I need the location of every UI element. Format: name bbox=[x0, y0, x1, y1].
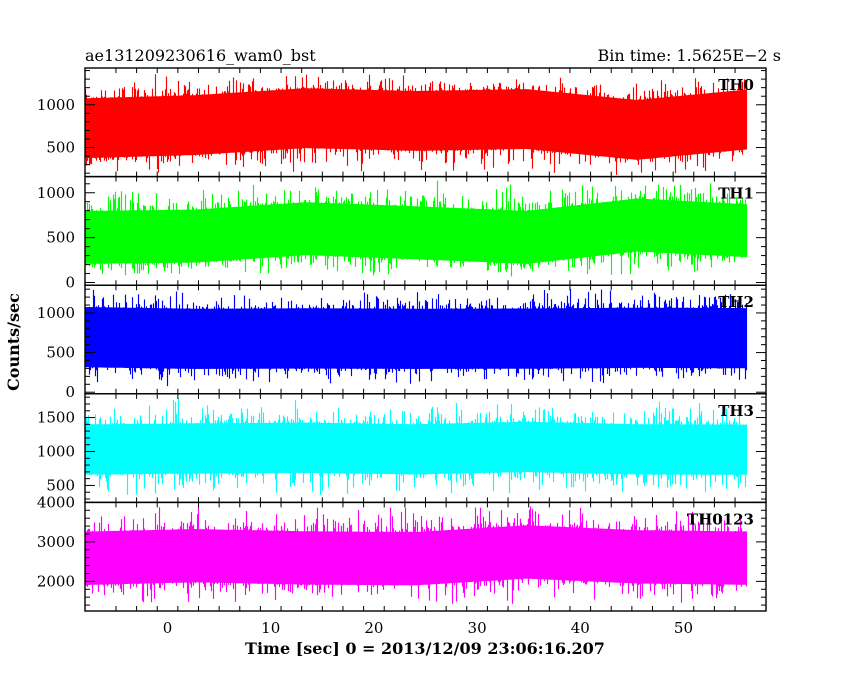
x-tick-label: 10 bbox=[261, 619, 280, 637]
y-tick-label: 3000 bbox=[37, 533, 75, 551]
series-line-th2 bbox=[85, 288, 748, 387]
panel-th0123: 2000 3000 4000 TH0123 bbox=[37, 493, 767, 612]
y-tick-label: 4000 bbox=[37, 493, 75, 511]
y-tick-label: 1000 bbox=[37, 304, 75, 322]
chart-title-left: ae131209230616_wam0_bst bbox=[85, 46, 316, 65]
panel-th1: 0 500 1000 TH1 bbox=[37, 175, 767, 292]
panel-th3: 500 1000 1500 TH3 bbox=[37, 393, 767, 504]
panel-stack: 500 1000 TH0 0 500 1000 TH1 0 500 1000 TH2 500 1000 1… bbox=[37, 67, 767, 612]
y-tick-label: 1000 bbox=[37, 442, 75, 460]
x-tick-label: 20 bbox=[364, 619, 383, 637]
y-axis-title: Counts/sec bbox=[4, 293, 23, 391]
series-line-th0123 bbox=[85, 506, 748, 604]
y-tick-label: 1500 bbox=[37, 409, 75, 427]
y-tick-label: 500 bbox=[46, 139, 75, 157]
y-tick-label: 0 bbox=[65, 383, 75, 401]
panel-label-th1: TH1 bbox=[718, 185, 754, 203]
y-tick-label: 1000 bbox=[37, 96, 75, 114]
y-tick-label: 500 bbox=[46, 229, 75, 247]
series-line-th3 bbox=[85, 398, 748, 496]
x-axis: 0 10 20 30 40 50 bbox=[163, 619, 693, 637]
panel-label-th0123: TH0123 bbox=[687, 510, 754, 528]
y-tick-label: 2000 bbox=[37, 572, 75, 590]
series-line-th1 bbox=[85, 180, 748, 277]
y-tick-label: 1000 bbox=[37, 184, 75, 202]
x-tick-label: 40 bbox=[571, 619, 590, 637]
x-tick-label: 30 bbox=[468, 619, 487, 637]
panel-th2: 0 500 1000 TH2 bbox=[37, 284, 767, 401]
panel-label-th3: TH3 bbox=[718, 402, 754, 420]
panel-label-th2: TH2 bbox=[718, 293, 754, 311]
panel-label-th0: TH0 bbox=[718, 76, 754, 94]
y-tick-label: 500 bbox=[46, 476, 75, 494]
chart-title-right: Bin time: 1.5625E−2 s bbox=[598, 46, 781, 65]
series-line-th0 bbox=[85, 74, 748, 175]
x-tick-label: 50 bbox=[674, 619, 693, 637]
x-tick-label: 0 bbox=[163, 619, 173, 637]
panel-th0: 500 1000 TH0 bbox=[37, 67, 767, 178]
y-tick-label: 500 bbox=[46, 344, 75, 362]
x-axis-title: Time [sec] 0 = 2013/12/09 23:06:16.207 bbox=[245, 639, 605, 658]
y-tick-label: 0 bbox=[65, 274, 75, 292]
